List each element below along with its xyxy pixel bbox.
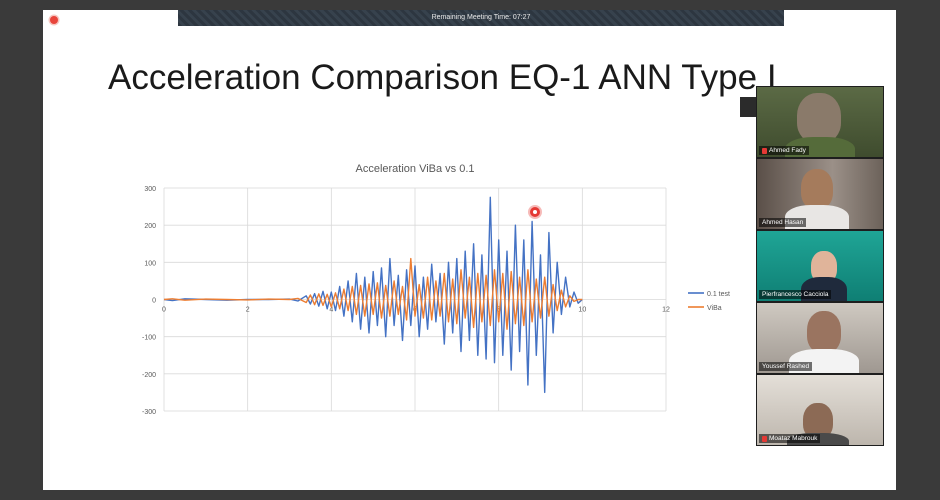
- participant-name-tag: Ahmed Hasan: [759, 218, 807, 227]
- video-tile-1[interactable]: Ahmed Fady: [757, 87, 883, 157]
- y-tick-label: 0: [152, 298, 156, 305]
- acceleration-chart: Acceleration ViBa vs 0.1 300 200 100 0 -100 -2…: [110, 155, 740, 425]
- y-tick-label: -200: [142, 372, 156, 379]
- chart-svg: Acceleration ViBa vs 0.13002001000-100-2…: [142, 163, 730, 416]
- y-tick-label: 300: [144, 186, 156, 193]
- legend-label: ViBa: [707, 305, 722, 312]
- participants-panel: Ahmed Fady Ahmed Hasan Pierfrancesco Cac…: [756, 86, 884, 446]
- video-tile-4[interactable]: Youssef Rashed: [757, 303, 883, 373]
- y-tick-label: -300: [142, 409, 156, 416]
- slide-title: Acceleration Comparison EQ-1 ANN Type I: [108, 58, 777, 97]
- video-tile-5[interactable]: Moataz Mabrouk: [757, 375, 883, 445]
- y-tick-label: 200: [144, 223, 156, 230]
- x-tick-label: 2: [246, 307, 250, 314]
- participant-name: Moataz Mabrouk: [769, 435, 818, 442]
- microphone-muted-icon: [762, 435, 767, 442]
- participant-name: Youssef Rashed: [762, 363, 810, 370]
- participant-name-tag: Youssef Rashed: [759, 362, 813, 371]
- y-tick-label: -100: [142, 335, 156, 342]
- participant-name: Ahmed Hasan: [762, 219, 804, 226]
- video-panel-toggle[interactable]: [740, 97, 758, 117]
- presenter-pointer-icon: [530, 207, 540, 217]
- legend-label: 0.1 test: [707, 291, 730, 298]
- participant-name-tag: Ahmed Fady: [759, 146, 809, 155]
- participant-name-tag: Pierfrancesco Cacciola: [759, 290, 832, 299]
- x-tick-label: 0: [162, 307, 166, 314]
- shared-slide: [43, 10, 896, 490]
- chart-title: Acceleration ViBa vs 0.1: [355, 163, 474, 175]
- x-tick-label: 4: [329, 307, 333, 314]
- video-tile-2[interactable]: Ahmed Hasan: [757, 159, 883, 229]
- video-tile-3[interactable]: Pierfrancesco Cacciola: [757, 231, 883, 301]
- remaining-time-banner: Remaining Meeting Time: 07:27: [178, 10, 784, 26]
- series-line-test: [163, 196, 583, 394]
- y-tick-label: 100: [144, 260, 156, 267]
- series-line-viba: [163, 257, 583, 330]
- participant-name: Pierfrancesco Cacciola: [762, 291, 829, 298]
- participant-name: Ahmed Fady: [769, 147, 806, 154]
- microphone-muted-icon: [762, 147, 767, 154]
- x-tick-label: 8: [497, 307, 501, 314]
- recording-indicator-icon: [50, 16, 58, 24]
- participant-name-tag: Moataz Mabrouk: [759, 434, 821, 443]
- x-tick-label: 10: [578, 307, 586, 314]
- x-tick-label: 12: [662, 307, 670, 314]
